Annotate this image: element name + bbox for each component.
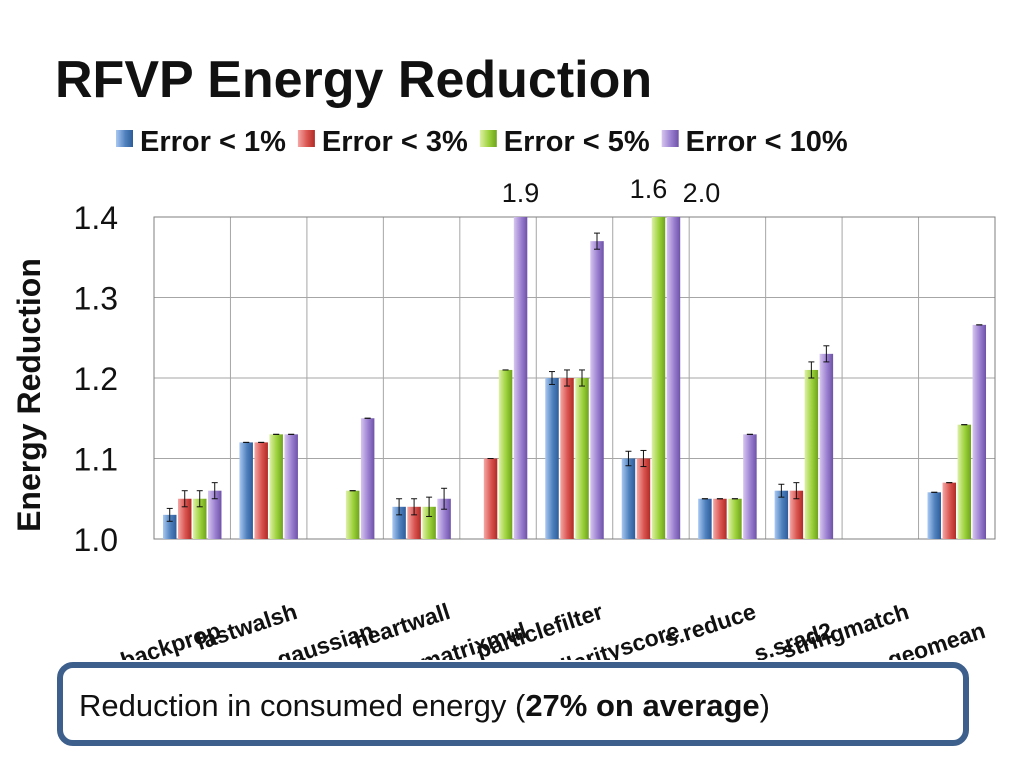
bar-heartwall-s3	[422, 506, 436, 539]
bar-matrixmul-s2	[483, 458, 498, 539]
bar-geomean-s1	[927, 492, 942, 539]
legend-item: Error < 1%	[116, 126, 286, 158]
summary-suffix: )	[759, 688, 770, 723]
bar-particlefilter-s1	[545, 378, 559, 539]
overflow-value-labels: 1.9 1.6 2.0	[502, 174, 720, 208]
legend-swatch	[116, 130, 133, 147]
bar-particlefilter-s4	[590, 241, 604, 539]
legend-swatch	[297, 130, 315, 147]
errorbar-s.srad2-s4	[823, 345, 830, 363]
x-tick-label: s.reduce	[661, 598, 759, 652]
summary-prefix: Reduction in consumed energy (	[79, 688, 526, 723]
overflow-label-matrixmul-s4: 1.9	[502, 178, 540, 208]
summary-text: Reduction in consumed energy (27% on ave…	[79, 688, 770, 724]
overflow-label-similarityscore-s4: 2.0	[683, 178, 721, 208]
gridlines	[153, 216, 996, 540]
errorbar-backprop-s1	[166, 507, 173, 522]
bar-geomean-s4	[972, 324, 987, 539]
bar-gaussian-s4	[360, 418, 375, 539]
bar-s.reduce-s3	[728, 498, 742, 539]
bar-geomean-s2	[942, 482, 957, 539]
bar-heartwall-s1	[392, 506, 406, 539]
x-axis-tick-labels: backpropfastwalshgaussianheartwallmatrix…	[117, 598, 988, 660]
errorbar-similarityscore-s1	[625, 450, 632, 467]
bar-backprop-s3	[192, 498, 207, 539]
bar-heartwall-s2	[407, 506, 421, 539]
errorbar-backprop-s3	[196, 490, 203, 508]
bar-s.srad2-s3	[804, 369, 819, 539]
bar-particlefilter-s3	[575, 378, 589, 539]
legend-swatch	[661, 130, 679, 147]
energy-reduction-chart: Error < 1% Error < 3% Error < 5% Error < 10…	[11, 126, 996, 660]
bar-similarityscore-s1	[621, 458, 636, 539]
y-axis-tick-labels: 1.0 1.1 1.2 1.3 1.4	[74, 200, 118, 558]
slide-title: RFVP Energy Reduction	[55, 51, 653, 109]
errorbar-backprop-s4	[211, 482, 218, 500]
errorbar-heartwall-s3	[426, 496, 433, 517]
bar-fastwalsh-s1	[239, 442, 253, 539]
chart-legend: Error < 1% Error < 3% Error < 5% Error < 10…	[116, 126, 848, 158]
bar-similarityscore-s4	[666, 217, 681, 539]
legend-label: Error < 1%	[140, 126, 286, 158]
bar-matrixmul-s3	[498, 369, 513, 539]
bar-backprop-s1	[162, 514, 177, 539]
y-tick-label: 1.1	[74, 442, 118, 478]
bar-s.reduce-s2	[713, 498, 727, 539]
bar-fastwalsh-s2	[254, 442, 268, 539]
bar-backprop-s4	[207, 490, 222, 539]
plot-area-border	[153, 216, 996, 540]
bar-s.reduce-s4	[743, 434, 757, 539]
y-tick-label: 1.4	[74, 200, 118, 236]
overflow-label-similarityscore-s3: 1.6	[630, 174, 668, 204]
bar-geomean-s3	[957, 424, 972, 539]
errorbar-backprop-s2	[181, 490, 188, 508]
errorbar-s.srad2-s2	[793, 482, 800, 500]
summary-callout: Reduction in consumed energy (27% on ave…	[57, 662, 969, 746]
errorbar-particlefilter-s1	[549, 371, 555, 385]
bar-s.srad2-s2	[789, 490, 804, 539]
legend-item: Error < 10%	[661, 126, 848, 158]
bar-s.reduce-s1	[698, 498, 712, 539]
summary-highlight: 27% on average	[525, 688, 760, 723]
errorbar-particlefilter-s3	[579, 369, 585, 387]
bar-matrixmul-s4	[513, 217, 528, 539]
bar-s.srad2-s1	[774, 490, 789, 539]
legend-swatch	[479, 130, 497, 147]
bar-backprop-s2	[177, 498, 192, 539]
y-axis-title: Energy Reduction	[11, 258, 47, 532]
legend-label: Error < 10%	[686, 126, 848, 158]
errorbar-s.srad2-s3	[808, 361, 815, 379]
errorbar-heartwall-s2	[411, 498, 418, 516]
bar-heartwall-s4	[437, 498, 451, 539]
bar-fastwalsh-s4	[284, 434, 298, 539]
errorbar-similarityscore-s2	[640, 449, 647, 468]
errorbar-heartwall-s4	[441, 487, 448, 510]
y-tick-label: 1.3	[74, 281, 118, 317]
legend-label: Error < 5%	[504, 126, 650, 158]
bars	[162, 217, 987, 539]
errorbar-particlefilter-s2	[564, 369, 570, 387]
errorbar-s.srad2-s1	[778, 483, 785, 498]
legend-item: Error < 5%	[479, 126, 650, 158]
bar-gaussian-s3	[345, 490, 360, 539]
bar-similarityscore-s3	[651, 217, 666, 539]
errorbar-heartwall-s1	[396, 498, 403, 516]
bar-similarityscore-s2	[636, 458, 651, 539]
bar-fastwalsh-s3	[269, 434, 283, 539]
legend-label: Error < 3%	[322, 126, 468, 158]
bar-particlefilter-s2	[560, 378, 574, 539]
error-bars	[166, 232, 983, 522]
y-tick-label: 1.2	[74, 361, 118, 397]
bar-s.srad2-s4	[819, 353, 834, 539]
errorbar-particlefilter-s4	[594, 232, 600, 250]
y-tick-label: 1.0	[74, 522, 118, 558]
legend-item: Error < 3%	[297, 126, 468, 158]
